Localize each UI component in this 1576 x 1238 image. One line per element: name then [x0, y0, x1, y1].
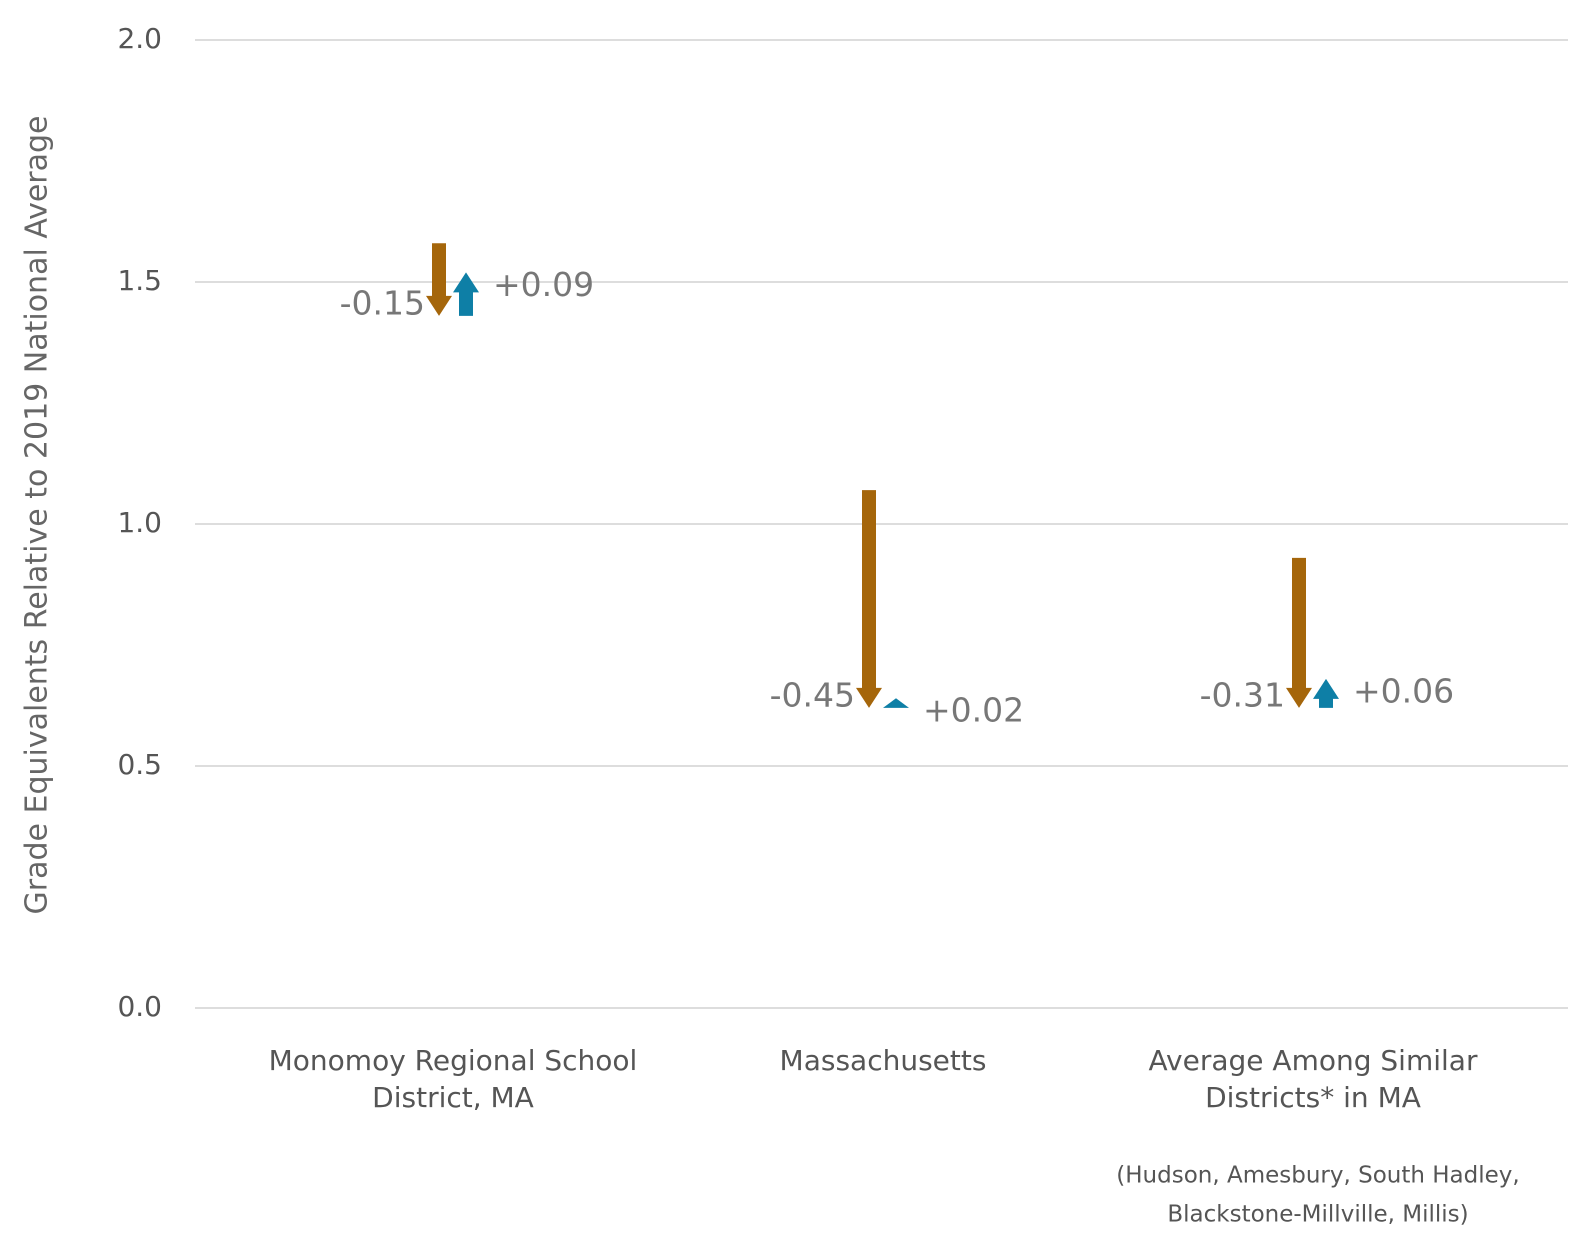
y-tick-label: 2.0 — [117, 22, 162, 55]
recovery-arrow — [1313, 678, 1339, 708]
x-tick-label: Districts* in MA — [1205, 1081, 1421, 1114]
y-axis-label: Grade Equivalents Relative to 2019 Natio… — [20, 115, 55, 914]
y-tick-label: 0.0 — [117, 990, 162, 1023]
x-tick-label: Monomoy Regional School — [269, 1044, 638, 1077]
note: Blackstone-Millville, Millis) — [1167, 1202, 1468, 1228]
decline-arrow — [426, 243, 452, 316]
decline-label: -0.45 — [770, 675, 855, 714]
recovery-label: +0.02 — [923, 691, 1024, 730]
note: (Hudson, Amesbury, South Hadley, — [1116, 1163, 1519, 1189]
recovery-label: +0.06 — [1353, 671, 1454, 710]
decline-label: -0.31 — [1200, 675, 1285, 714]
y-tick-label: 1.5 — [117, 264, 162, 297]
decline-arrow — [1286, 557, 1312, 708]
recovery-arrow — [883, 698, 909, 708]
x-tick-label: Massachusetts — [780, 1044, 987, 1077]
recovery-arrow — [453, 272, 479, 316]
y-tick-label: 0.5 — [117, 748, 162, 781]
decline-arrow — [856, 490, 882, 708]
y-tick-label: 1.0 — [117, 506, 162, 539]
x-tick-label: Average Among Similar — [1149, 1044, 1478, 1077]
decline-label: -0.15 — [340, 283, 425, 322]
x-tick-label: District, MA — [372, 1081, 534, 1114]
recovery-label: +0.09 — [493, 265, 594, 304]
